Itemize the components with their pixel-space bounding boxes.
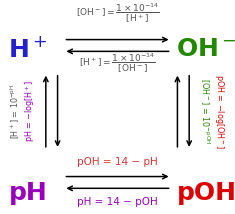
Text: OH$^-$: OH$^-$ <box>176 37 235 61</box>
Text: $\mathrm{[H^+]} = \dfrac{1 \times 10^{-14}}{\mathrm{[OH^-]}}$: $\mathrm{[H^+]} = \dfrac{1 \times 10^{-1… <box>79 51 156 74</box>
Text: pH = −log[H$^+$]: pH = −log[H$^+$] <box>24 80 37 143</box>
Text: pH = 14 − pOH: pH = 14 − pOH <box>77 197 158 207</box>
Text: pOH: pOH <box>177 181 235 205</box>
Text: pH: pH <box>9 181 47 205</box>
Text: pOH = 14 − pH: pOH = 14 − pH <box>77 157 158 166</box>
Text: pOH = −log[OH$^-$]: pOH = −log[OH$^-$] <box>213 74 226 149</box>
Text: [H$^+$] = 10$^{-\rm pH}$: [H$^+$] = 10$^{-\rm pH}$ <box>9 84 22 139</box>
Text: $\mathrm{[OH^-]} = \dfrac{1 \times 10^{-14}}{\mathrm{[H^+]}}$: $\mathrm{[OH^-]} = \dfrac{1 \times 10^{-… <box>76 1 159 25</box>
Text: [OH$^-$] = 10$^{-\rm pOH}$: [OH$^-$] = 10$^{-\rm pOH}$ <box>198 78 211 144</box>
Text: H$^+$: H$^+$ <box>8 37 48 62</box>
